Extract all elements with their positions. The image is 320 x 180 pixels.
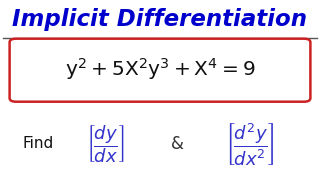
Text: Implicit Differentiation: Implicit Differentiation — [12, 8, 308, 31]
Text: &: & — [171, 135, 184, 153]
Text: $\left[\dfrac{dy}{dx}\right]$: $\left[\dfrac{dy}{dx}\right]$ — [86, 123, 125, 165]
Text: $\mathsf{y^2 + 5X^2y^3 + X^4 = 9}$: $\mathsf{y^2 + 5X^2y^3 + X^4 = 9}$ — [65, 56, 255, 82]
Text: Find: Find — [22, 136, 54, 152]
Text: $\left[\dfrac{d^2y}{dx^2}\right]$: $\left[\dfrac{d^2y}{dx^2}\right]$ — [225, 121, 275, 167]
FancyBboxPatch shape — [10, 39, 310, 102]
